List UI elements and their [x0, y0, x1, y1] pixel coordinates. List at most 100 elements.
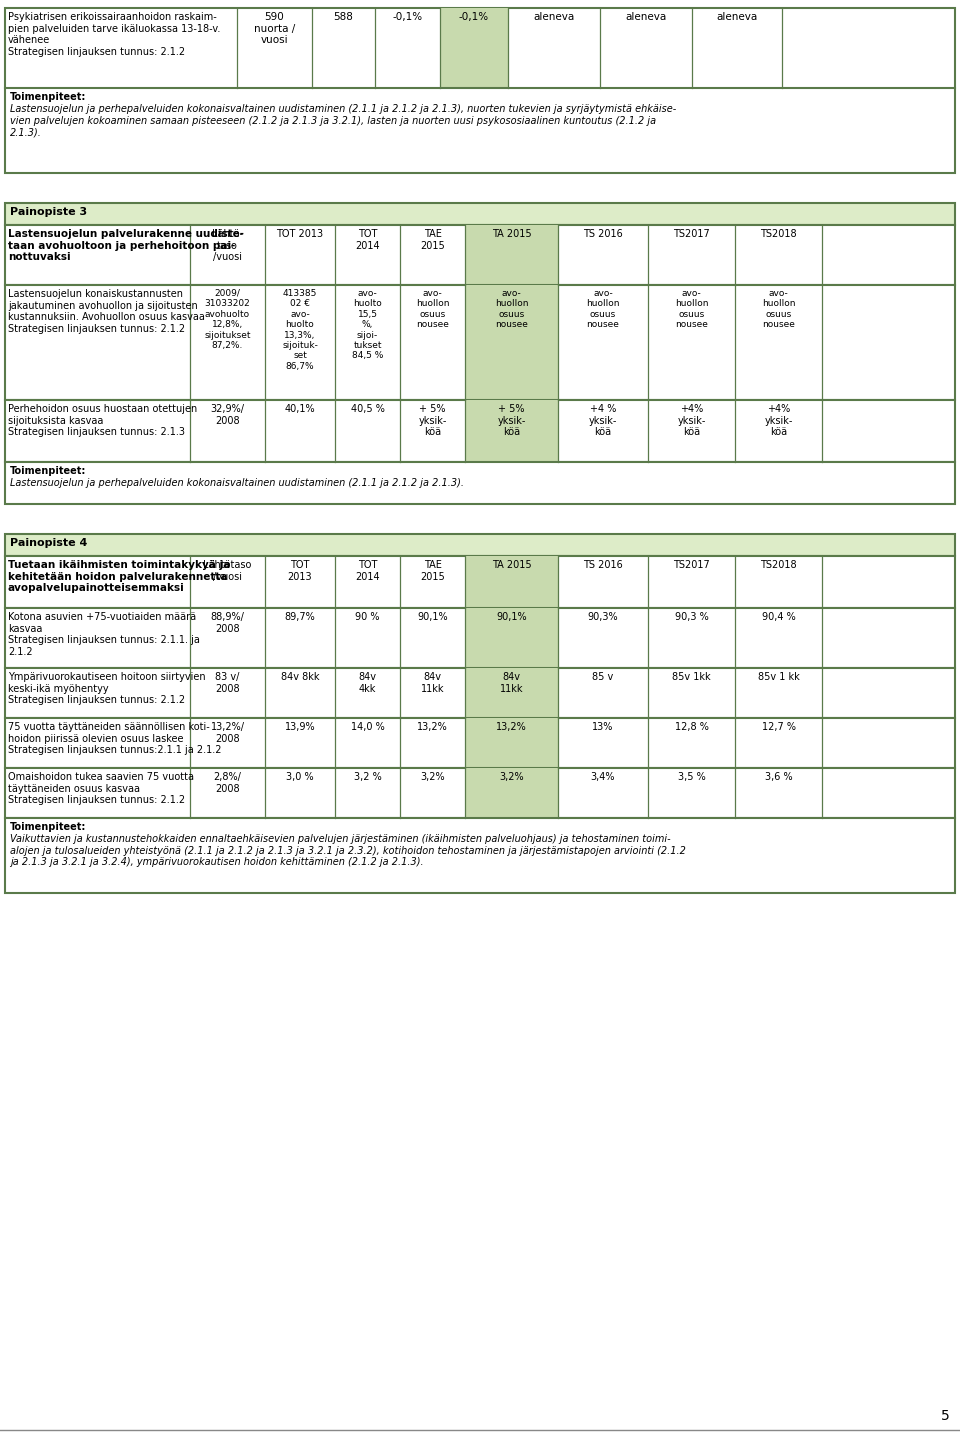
Text: TA 2015: TA 2015 [492, 560, 531, 570]
Text: 5: 5 [941, 1409, 950, 1424]
Text: Lastensuojelun ja perhepalveluiden kokonaisvaltainen uudistaminen (2.1.1 ja 2.1.: Lastensuojelun ja perhepalveluiden kokon… [10, 103, 676, 138]
Text: 84v
11kk: 84v 11kk [420, 672, 444, 693]
Text: 90,4 %: 90,4 % [761, 611, 796, 621]
Text: 32,9%/
2008: 32,9%/ 2008 [210, 405, 245, 426]
Text: 12,7 %: 12,7 % [761, 722, 796, 732]
Text: Toimenpiteet:: Toimenpiteet: [10, 822, 86, 832]
Text: Toimenpiteet:: Toimenpiteet: [10, 466, 86, 476]
Text: +4%
yksik-
köä: +4% yksik- köä [764, 405, 793, 438]
Text: -0,1%: -0,1% [459, 11, 489, 22]
Bar [5, 9, 955, 174]
Bar [5, 400, 955, 462]
Text: 3,6 %: 3,6 % [765, 772, 792, 782]
Text: Tuetaan ikäihmisten toimintakykyä ja
kehitetään hoidon palvelurakennetta
avopalv: Tuetaan ikäihmisten toimintakykyä ja keh… [8, 560, 230, 593]
Text: +4 %
yksik-
köä: +4 % yksik- köä [588, 405, 617, 438]
Text: Kotona asuvien +75-vuotiaiden määrä
kasvaa
Strategisen linjauksen tunnus: 2.1.1.: Kotona asuvien +75-vuotiaiden määrä kasv… [8, 611, 200, 657]
Text: avo-
huolto
15,5
%,
sijoi-
tukset
84,5 %: avo- huolto 15,5 %, sijoi- tukset 84,5 % [351, 288, 383, 360]
Text: Lähtö-
taso
/vuosi: Lähtö- taso /vuosi [212, 230, 243, 263]
Text: Perhehoidon osuus huostaan otettujen
sijoituksista kasvaa
Strategisen linjauksen: Perhehoidon osuus huostaan otettujen sij… [8, 405, 197, 438]
Text: Toimenpiteet:: Toimenpiteet: [10, 92, 86, 102]
Bar [465, 225, 558, 286]
Bar [465, 718, 558, 768]
Text: 85v 1 kk: 85v 1 kk [757, 672, 800, 682]
Text: TAE
2015: TAE 2015 [420, 230, 444, 251]
Text: avo-
huollon
osuus
nousee: avo- huollon osuus nousee [675, 288, 708, 329]
Text: Painopiste 4: Painopiste 4 [10, 538, 87, 548]
Text: + 5%
yksik-
köä: + 5% yksik- köä [419, 405, 446, 438]
Text: 90,3 %: 90,3 % [675, 611, 708, 621]
Text: Omaishoidon tukea saavien 75 vuotta
täyttäneiden osuus kasvaa
Strategisen linjau: Omaishoidon tukea saavien 75 vuotta täyt… [8, 772, 194, 805]
Bar [465, 286, 558, 400]
Bar [465, 400, 558, 462]
Text: 88,9%/
2008: 88,9%/ 2008 [210, 611, 245, 634]
Text: Lastensuojelun palvelurakenne uudiste-
taan avohuoltoon ja perhehoitoon pai-
not: Lastensuojelun palvelurakenne uudiste- t… [8, 230, 244, 263]
Text: 13,9%: 13,9% [285, 722, 315, 732]
Text: 90,3%: 90,3% [588, 611, 618, 621]
Text: 2,8%/
2008: 2,8%/ 2008 [213, 772, 241, 794]
Text: 40,5 %: 40,5 % [350, 405, 384, 415]
Text: 13,2%: 13,2% [418, 722, 448, 732]
Text: TOT
2013: TOT 2013 [288, 560, 312, 581]
Text: avo-
huollon
osuus
nousee: avo- huollon osuus nousee [416, 288, 449, 329]
Bar [5, 462, 955, 504]
Text: 3,4%: 3,4% [590, 772, 615, 782]
Text: 75 vuotta täyttäneiden säännöllisen koti-
hoidon piirissä olevien osuus laskee
S: 75 vuotta täyttäneiden säännöllisen koti… [8, 722, 222, 755]
Bar [5, 286, 955, 400]
Bar [5, 202, 955, 225]
Text: avo-
huollon
osuus
nousee: avo- huollon osuus nousee [494, 288, 528, 329]
Text: 89,7%: 89,7% [284, 611, 316, 621]
Bar [5, 534, 955, 555]
Text: Lastensuojelun ja perhepalveluiden kokonaisvaltainen uudistaminen (2.1.1 ja 2.1.: Lastensuojelun ja perhepalveluiden kokon… [10, 478, 464, 488]
Text: 3,2 %: 3,2 % [353, 772, 381, 782]
Text: avo-
huollon
osuus
nousee: avo- huollon osuus nousee [761, 288, 795, 329]
Text: aleneva: aleneva [534, 11, 575, 22]
Text: 90,1%: 90,1% [418, 611, 447, 621]
Bar [5, 608, 955, 669]
Bar [5, 669, 955, 718]
Bar [5, 555, 955, 608]
Text: 85 v: 85 v [592, 672, 613, 682]
Bar [465, 669, 558, 718]
Bar [5, 818, 955, 893]
Text: 13,2%: 13,2% [496, 722, 527, 732]
Text: TOT 2013: TOT 2013 [276, 230, 324, 240]
Text: 3,2%: 3,2% [420, 772, 444, 782]
Text: aleneva: aleneva [716, 11, 757, 22]
Text: 14,0 %: 14,0 % [350, 722, 384, 732]
Bar [5, 768, 955, 818]
Text: + 5%
yksik-
köä: + 5% yksik- köä [497, 405, 526, 438]
Text: 83 v/
2008: 83 v/ 2008 [215, 672, 240, 693]
Text: TS2018: TS2018 [760, 560, 797, 570]
Bar [5, 225, 955, 286]
Text: TOT
2014: TOT 2014 [355, 230, 380, 251]
Text: 84v
4kk: 84v 4kk [358, 672, 376, 693]
Text: 12,8 %: 12,8 % [675, 722, 708, 732]
Text: aleneva: aleneva [625, 11, 666, 22]
Text: 13,2%/
2008: 13,2%/ 2008 [210, 722, 245, 743]
Text: 3,5 %: 3,5 % [678, 772, 706, 782]
Text: 3,0 %: 3,0 % [286, 772, 314, 782]
Bar [465, 608, 558, 669]
Text: 85v 1kk: 85v 1kk [672, 672, 710, 682]
Text: 3,2%: 3,2% [499, 772, 524, 782]
Text: TOT
2014: TOT 2014 [355, 560, 380, 581]
Text: TS2017: TS2017 [673, 230, 709, 240]
Text: TS2018: TS2018 [760, 230, 797, 240]
Bar [440, 9, 508, 88]
Text: 13%: 13% [592, 722, 613, 732]
Text: -0,1%: -0,1% [393, 11, 422, 22]
Bar [5, 718, 955, 768]
Text: 2009/
31033202
avohuolto
12,8%,
sijoitukset
87,2%.: 2009/ 31033202 avohuolto 12,8%, sijoituk… [204, 288, 251, 350]
Text: avo-
huollon
osuus
nousee: avo- huollon osuus nousee [587, 288, 620, 329]
Text: TAE
2015: TAE 2015 [420, 560, 444, 581]
Text: Vaikuttavien ja kustannustehokkaiden ennaltaehkäisevien palvelujen järjestäminen: Vaikuttavien ja kustannustehokkaiden enn… [10, 834, 685, 867]
Text: 590
nuorta /
vuosi: 590 nuorta / vuosi [253, 11, 295, 44]
Text: 588: 588 [333, 11, 353, 22]
Text: TA 2015: TA 2015 [492, 230, 531, 240]
Text: TS 2016: TS 2016 [583, 560, 623, 570]
Text: Painopiste 3: Painopiste 3 [10, 207, 87, 217]
Text: TS2017: TS2017 [673, 560, 709, 570]
Text: 90 %: 90 % [355, 611, 380, 621]
Text: Lastensuojelun konaiskustannusten
jakautuminen avohuollon ja sijoitusten
kustann: Lastensuojelun konaiskustannusten jakaut… [8, 288, 204, 334]
Bar [465, 768, 558, 818]
